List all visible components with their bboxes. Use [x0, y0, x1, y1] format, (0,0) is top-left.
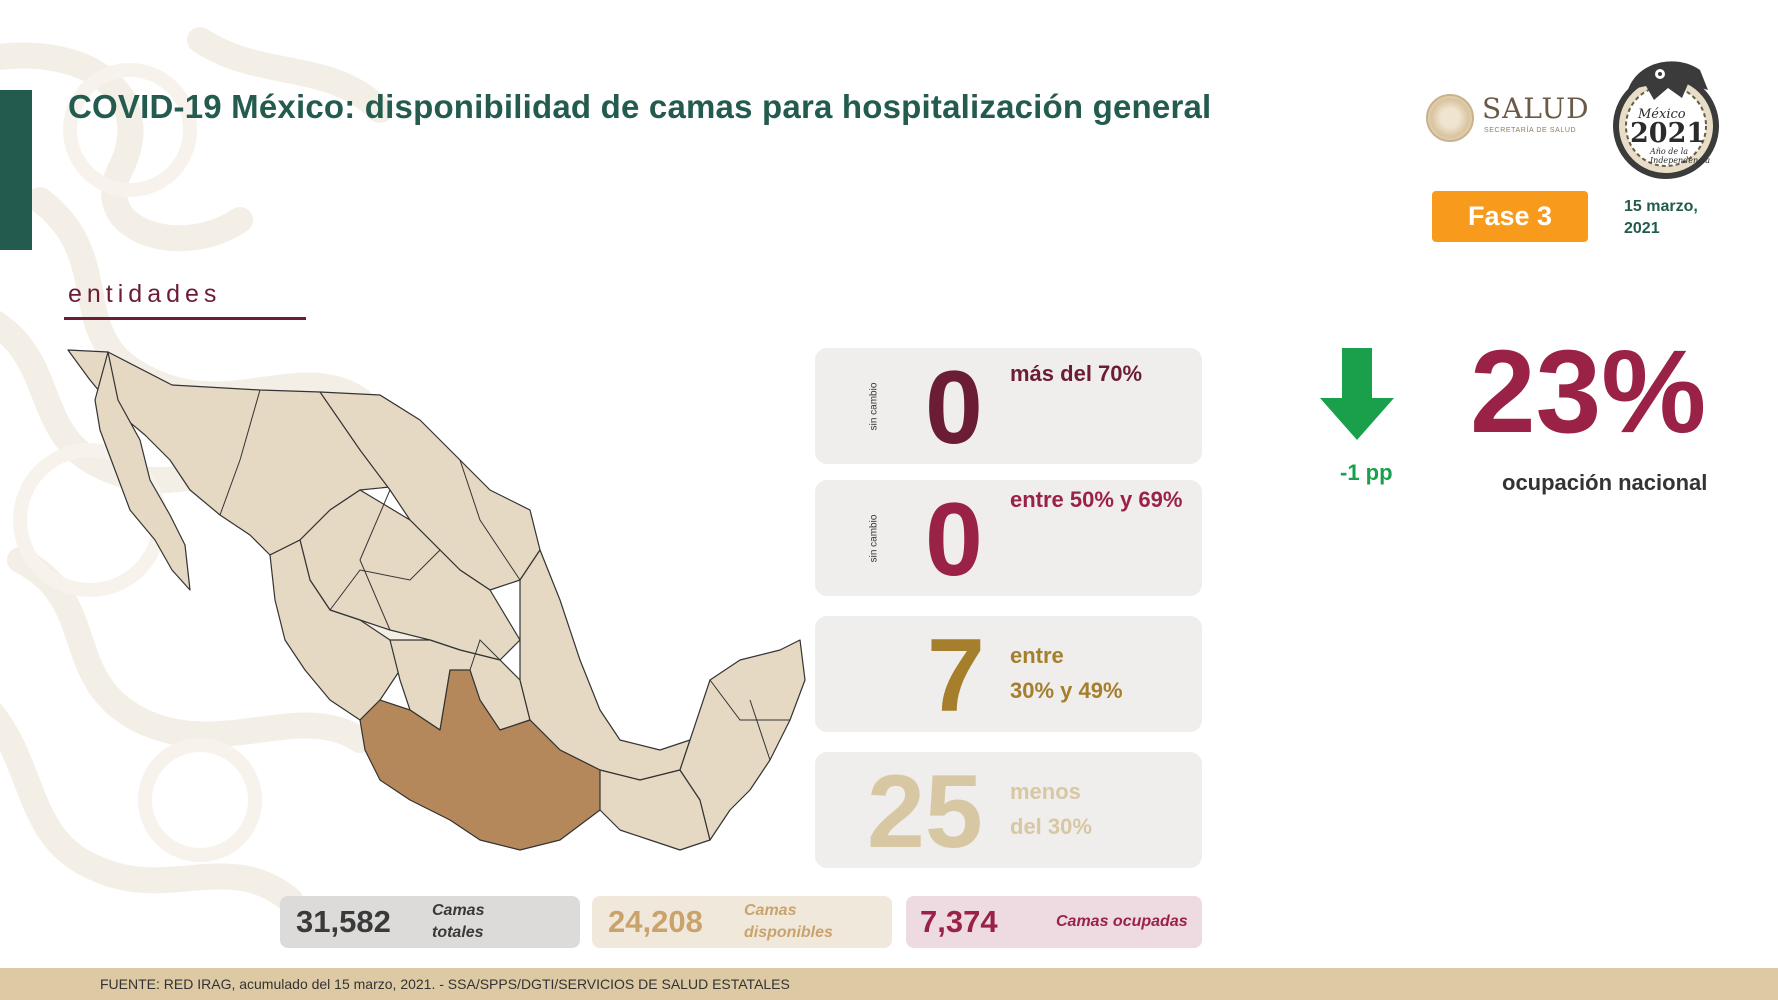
- national-occupancy-value: 23%: [1470, 326, 1707, 458]
- beds-available-label-2: disponibles: [744, 924, 833, 941]
- beds-total-pill: 31,582 Camas totales: [280, 896, 580, 948]
- map-region-yucatan: [679, 639, 806, 841]
- category-count: 0: [925, 482, 983, 598]
- category-change-label: sin cambio: [868, 382, 880, 430]
- beds-occupied-value: 7,374: [920, 904, 998, 939]
- accent-bar: [0, 90, 32, 250]
- salud-logo-word: SALUD: [1482, 92, 1590, 125]
- category-label-line2: del 30%: [1010, 814, 1092, 839]
- phase-badge: Fase 3: [1432, 191, 1588, 242]
- serpent-head-icon: [1613, 61, 1719, 179]
- national-occupancy-label: ocupación nacional: [1502, 470, 1708, 495]
- mexico-2021-logo: México 2021 Año de la Independencia: [1608, 50, 1724, 180]
- category-card-under-30: 25 menos del 30%: [815, 752, 1202, 868]
- category-count: 7: [927, 618, 985, 734]
- category-card-over-70: sin cambio 0 más del 70%: [815, 348, 1202, 464]
- map-region-west: [269, 539, 401, 721]
- map-region-baja: [94, 351, 191, 591]
- category-card-50-69: sin cambio 0 entre 50% y 69%: [815, 480, 1202, 596]
- beds-occupied-label: Camas ocupadas: [1056, 913, 1188, 930]
- category-label-line2: 30% y 49%: [1010, 678, 1123, 703]
- logo-text-year: 2021: [1630, 118, 1706, 149]
- category-label-line1: menos: [1010, 779, 1081, 804]
- salud-logo-subtitle: SECRETARÍA DE SALUD: [1484, 127, 1577, 134]
- logo-text-mexico: México: [1638, 107, 1686, 122]
- beds-available-label-1: Camas: [744, 902, 797, 919]
- section-underline: [64, 317, 306, 320]
- arrow-down-icon: [1320, 348, 1394, 440]
- category-label: más del 70%: [1010, 361, 1143, 386]
- beds-total-label-1: Camas: [432, 902, 485, 919]
- section-label: entidades: [68, 280, 222, 308]
- beds-total-label-2: totales: [432, 924, 484, 941]
- map-region-chiapas: [599, 769, 711, 851]
- logo-text-independencia: Año de la Independencia: [1650, 147, 1710, 165]
- category-change-label: sin cambio: [868, 514, 880, 562]
- footer: FUENTE: RED IRAG, acumulado del 15 marzo…: [0, 968, 1778, 1000]
- footer-source: FUENTE: RED IRAG, acumulado del 15 marzo…: [100, 976, 790, 992]
- beds-available-pill: 24,208 Camas disponibles: [592, 896, 892, 948]
- report-date: 15 marzo, 2021: [1624, 198, 1698, 237]
- seal-icon: [1426, 94, 1474, 142]
- beds-available-value: 24,208: [608, 904, 703, 939]
- category-count: 25: [867, 754, 983, 870]
- beds-total-value: 31,582: [296, 904, 391, 939]
- mexico-map: [67, 349, 806, 851]
- salud-logo: SALUD SECRETARÍA DE SALUD: [1426, 92, 1589, 144]
- page-title: COVID-19 México: disponibilidad de camas…: [68, 88, 1212, 125]
- category-count: 0: [925, 350, 983, 466]
- category-label: entre 50% y 69%: [1010, 487, 1183, 512]
- national-change: -1 pp: [1340, 460, 1393, 485]
- beds-occupied-pill: 7,374 Camas ocupadas: [906, 896, 1202, 948]
- category-card-30-49: 7 entre 30% y 49%: [815, 616, 1202, 732]
- category-label-line1: entre: [1010, 643, 1064, 668]
